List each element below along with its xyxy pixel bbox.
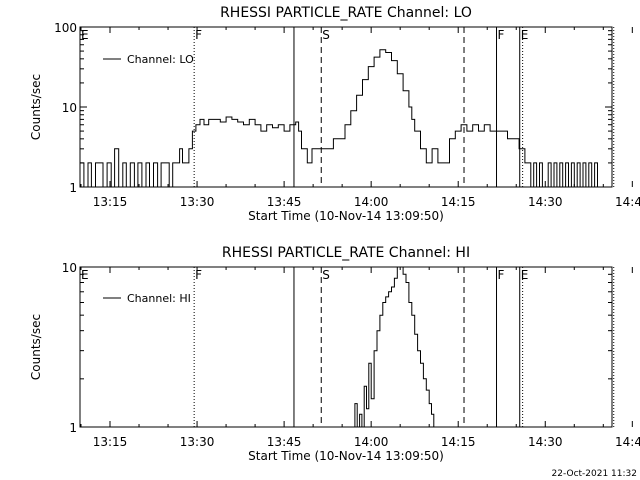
panel-1-x-tick-label: 13:45 (267, 195, 302, 209)
panel-2-event-marker-label: S (322, 268, 330, 282)
panel-2-legend-label: Channel: HI (127, 292, 191, 305)
panel-2-plot-frame (79, 266, 613, 428)
panel-1-x-tick-label: 14:15 (441, 195, 476, 209)
panel-2-event-marker-label: E (521, 268, 529, 282)
panel-2-event-marker-label: F (498, 268, 505, 282)
panel-1-event-marker-label: E (81, 28, 89, 42)
panel-1-x-tick-label: 14:00 (354, 195, 389, 209)
panel-2-y-axis-label: Counts/sec (29, 314, 43, 380)
panel-1-x-tick-label: 13:30 (180, 195, 215, 209)
panel-1-x-tick-label: 14:30 (528, 195, 563, 209)
panel-2-x-tick-label: 14:00 (354, 435, 389, 449)
panel-2-x-tick-label: 14:15 (441, 435, 476, 449)
panel-1-y-tick-label: 1 (69, 181, 77, 195)
panel-1-chart-title: RHESSI PARTICLE_RATE Channel: LO (220, 5, 472, 21)
panel-1-x-tick-label: 14:45 (615, 195, 640, 209)
panel-2-event-marker-label: F (195, 268, 202, 282)
panel-1-series-line (80, 49, 612, 188)
panel-2-event-marker-label: E (81, 268, 89, 282)
panel-1-event-marker-label: F (195, 28, 202, 42)
panel-1-x-axis-label: Start Time (10-Nov-14 13:09:50) (248, 209, 444, 223)
panel-1-event-marker-label: E (521, 28, 529, 42)
panel-2-x-tick-label: 13:15 (93, 435, 128, 449)
panel-2-x-tick-label: 13:30 (180, 435, 215, 449)
panel-2-y-tick-label: 1 (69, 421, 77, 435)
panel-1-legend-label: Channel: LO (127, 53, 194, 66)
panel-2-x-axis-label: Start Time (10-Nov-14 13:09:50) (248, 449, 444, 463)
panel-2-x-tick-label: 14:30 (528, 435, 563, 449)
panel-2-y-tick-label: 10 (62, 261, 77, 275)
panel-1-event-marker-label: F (498, 28, 505, 42)
footer-timestamp: 22-Oct-2021 11:32 (552, 469, 637, 479)
panel-2-chart-title: RHESSI PARTICLE_RATE Channel: HI (222, 245, 470, 261)
panel-1-y-tick-label: 100 (54, 21, 77, 35)
panel-2-x-tick-label: 13:45 (267, 435, 302, 449)
panel-1-x-tick-label: 13:15 (93, 195, 128, 209)
panel-1-y-tick-label: 10 (62, 101, 77, 115)
panel-1-y-axis-label: Counts/sec (29, 74, 43, 140)
panel-2-series-line (352, 266, 435, 428)
panel-1-plot-frame (79, 26, 613, 188)
panel-2-x-tick-label: 14:45 (615, 435, 640, 449)
panel-1-event-marker-label: S (322, 28, 330, 42)
